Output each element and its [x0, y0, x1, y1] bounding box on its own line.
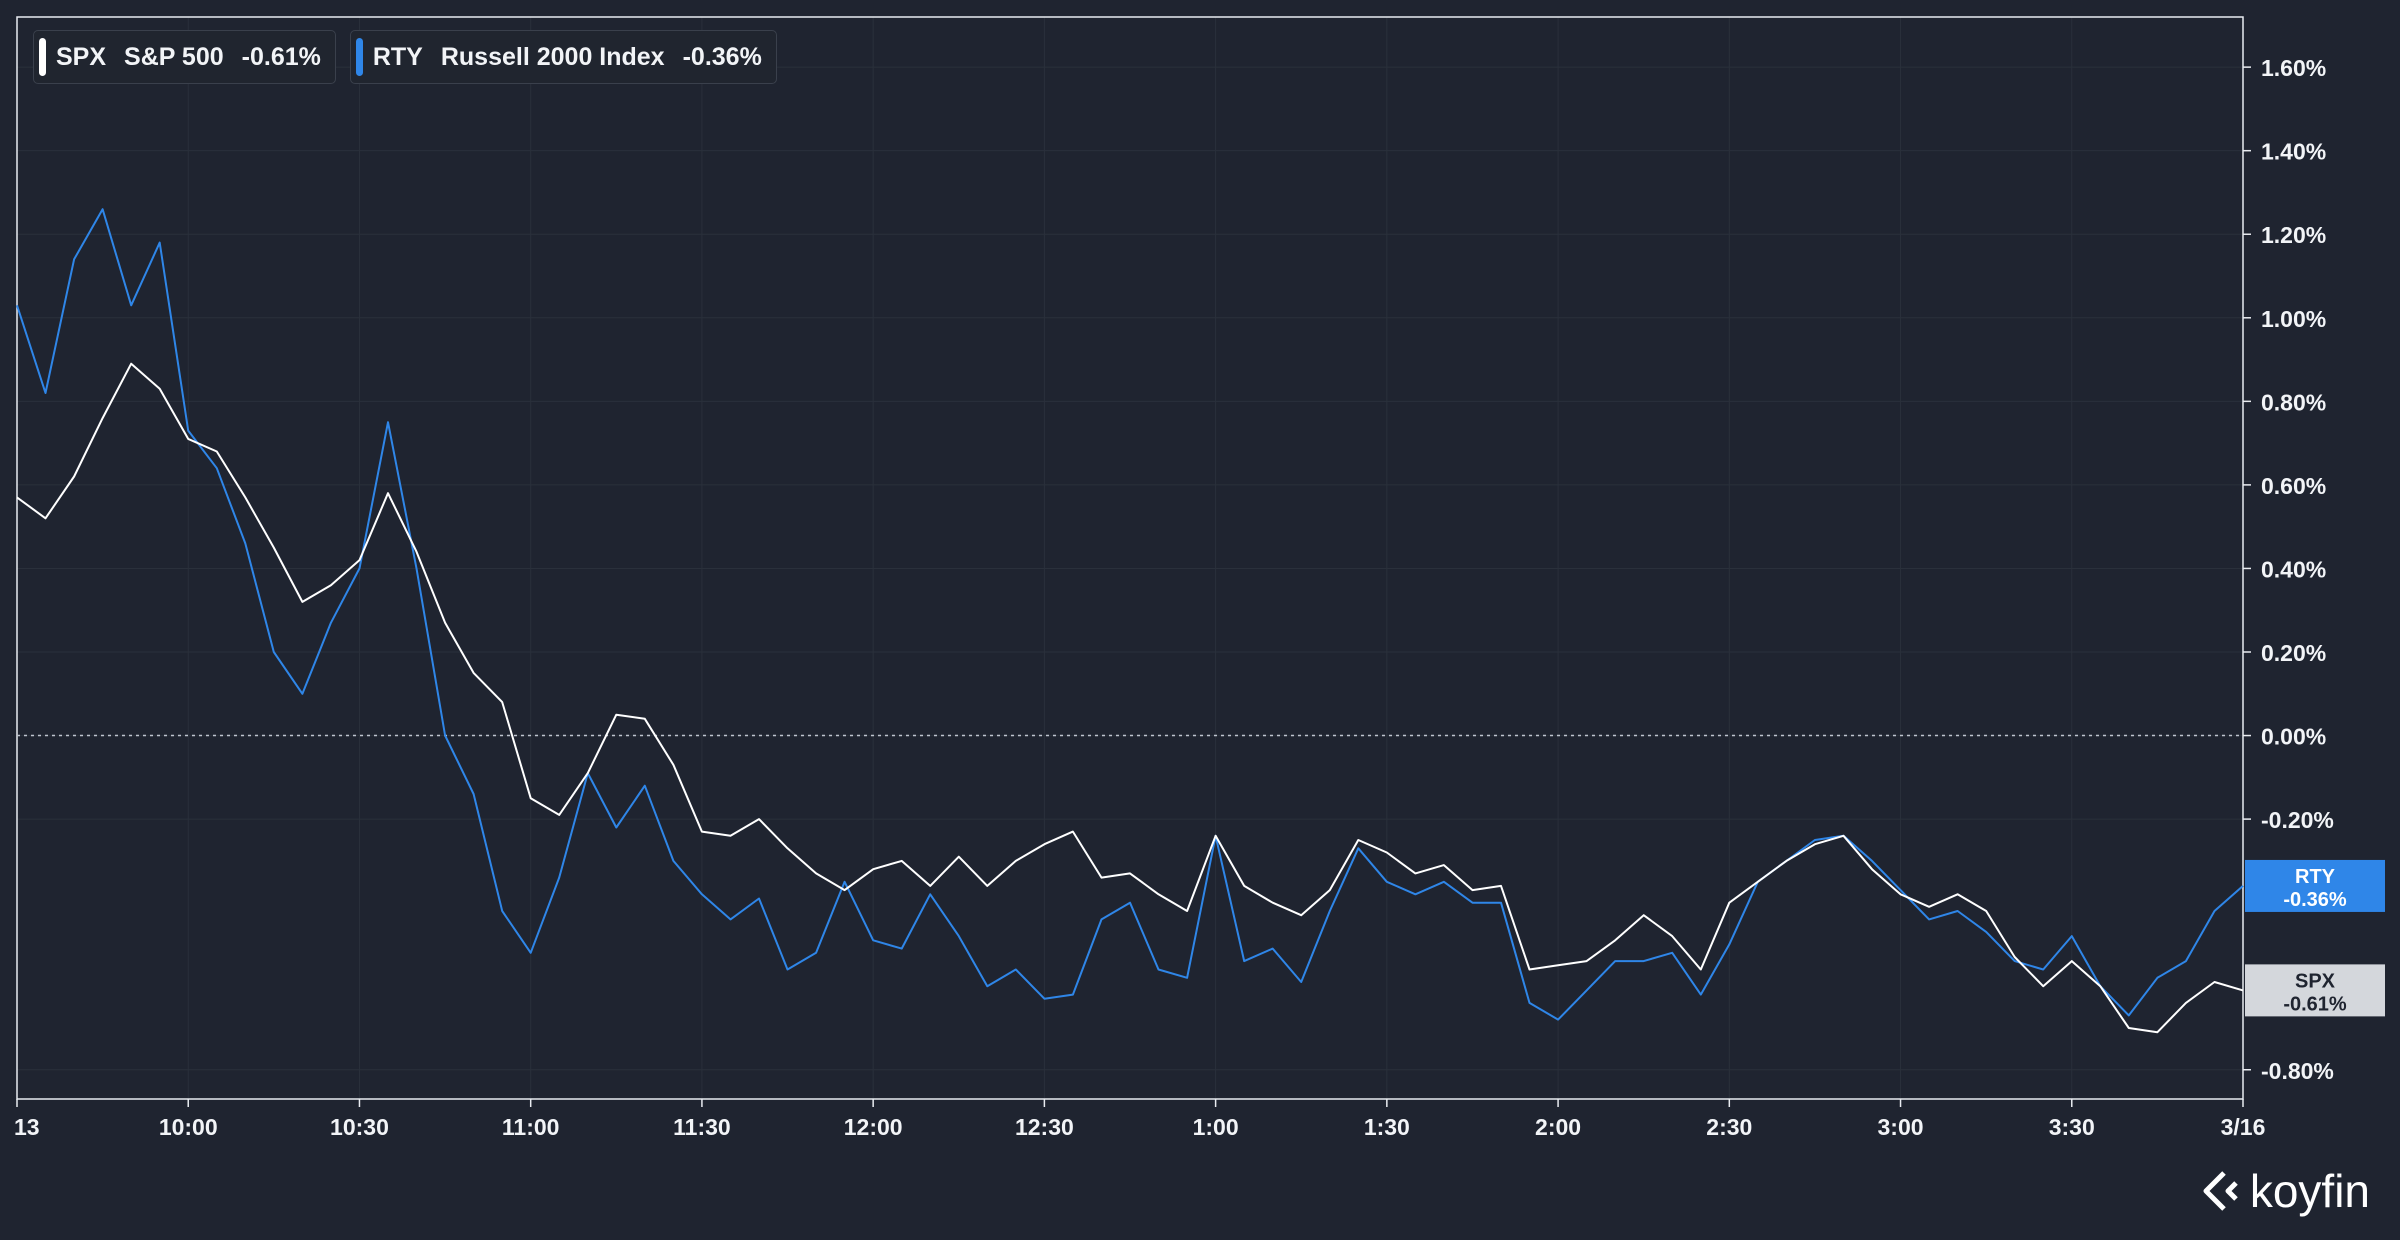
legend-change: -0.36%: [682, 42, 762, 71]
last-value-symbol: SPX: [2295, 970, 2336, 992]
y-tick-label: 0.00%: [2261, 724, 2326, 750]
y-tick-label: 0.60%: [2261, 473, 2326, 499]
last-value-labels: SPX-0.61% RTY-0.36%: [2245, 859, 2385, 1017]
legend-symbol: SPX: [56, 42, 107, 71]
last-value-label-spx: SPX-0.61%: [2245, 964, 2385, 1017]
x-tick-label: 2:30: [1706, 1114, 1752, 1140]
plot-frame: [16, 16, 2244, 1100]
x-tick-label: 2:00: [1535, 1114, 1581, 1140]
x-tick-label: 13: [14, 1114, 40, 1140]
chart-grid: [17, 17, 2243, 1099]
x-tick-label: 1:00: [1193, 1114, 1239, 1140]
legend-swatch-spx: [39, 38, 46, 76]
last-value-badge: [2245, 964, 2385, 1017]
brand-logo: koyfin: [2200, 1164, 2370, 1218]
last-value-change: -0.61%: [2283, 993, 2347, 1015]
x-tick-label: 3/16: [2221, 1114, 2266, 1140]
x-tick-label: 12:00: [844, 1114, 903, 1140]
x-tick-label: 3:30: [2049, 1114, 2095, 1140]
last-value-symbol: RTY: [2295, 866, 2336, 888]
legend-name: S&P 500: [124, 42, 224, 71]
y-tick-label: 0.40%: [2261, 556, 2326, 582]
legend-symbol: RTY: [372, 42, 423, 71]
y-tick-label: 1.60%: [2261, 55, 2326, 81]
x-tick-label: 10:00: [159, 1114, 218, 1140]
y-tick-label: 0.20%: [2261, 640, 2326, 666]
y-tick-label: 1.00%: [2261, 306, 2326, 332]
series-layer: [16, 208, 2244, 1034]
x-tick-label: 1:30: [1364, 1114, 1410, 1140]
y-axis: 1.60% 1.40% 1.20% 1.00% 0.80% 0.60% 0.40% 0.20%…: [2243, 55, 2334, 1084]
legend-item-spx[interactable]: SPX S&P 500 -0.61%: [33, 30, 336, 84]
x-tick-label: 3:00: [1878, 1114, 1924, 1140]
series-line-rty[interactable]: [16, 208, 2244, 1021]
last-value-label-rty: RTY-0.36%: [2245, 859, 2385, 912]
y-tick-label: 0.80%: [2261, 389, 2326, 415]
legend-item-rty[interactable]: RTY Russell 2000 Index -0.36%: [349, 30, 777, 84]
y-tick-label: 1.20%: [2261, 222, 2326, 248]
legend-change: -0.61%: [241, 42, 321, 71]
brand-name: koyfin: [2249, 1165, 2370, 1217]
legend-swatch-rty: [355, 38, 363, 76]
x-tick-label: 11:00: [502, 1114, 560, 1140]
koyfin-logo-icon: [2203, 1171, 2238, 1211]
y-tick-label: 1.40%: [2261, 139, 2326, 165]
x-tick-label: 10:30: [330, 1114, 389, 1140]
x-tick-label: 12:30: [1015, 1114, 1074, 1140]
legend-name: Russell 2000 Index: [440, 42, 665, 71]
x-tick-label: 11:30: [673, 1114, 731, 1140]
y-tick-label: -0.80%: [2261, 1058, 2334, 1084]
last-value-change: -0.36%: [2283, 889, 2347, 911]
legend: SPX S&P 500 -0.61% RTY Russell 2000 Inde…: [33, 30, 777, 84]
x-axis: 13 10:00 10:30 11:00 11:30 12:00 12:30 1:00 1:30…: [14, 1099, 2265, 1140]
last-value-badge: [2245, 859, 2385, 912]
y-tick-label: -0.20%: [2261, 807, 2334, 833]
series-line-spx[interactable]: [16, 362, 2244, 1034]
